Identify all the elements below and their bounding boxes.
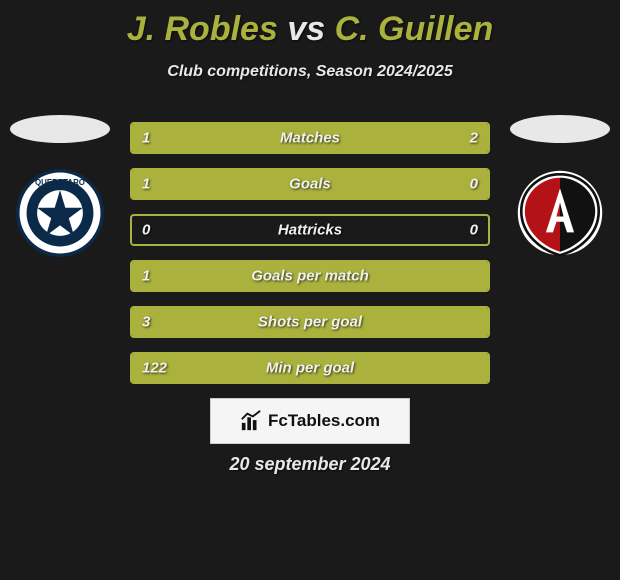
bar-value-left: 0 bbox=[142, 222, 150, 239]
subtitle: Club competitions, Season 2024/2025 bbox=[0, 63, 620, 81]
stat-row: 0 0 Hattricks bbox=[130, 214, 490, 246]
bar-label: Goals per match bbox=[251, 268, 369, 285]
player2-oval bbox=[510, 115, 610, 143]
bar-value-left: 1 bbox=[142, 268, 150, 285]
bar-label: Hattricks bbox=[278, 222, 342, 239]
player1-logo-block: QUERETARO bbox=[10, 115, 110, 257]
stat-row: 1 Goals per match bbox=[130, 260, 490, 292]
comparison-title: J. Robles vs C. Guillen bbox=[0, 0, 620, 49]
svg-text:QUERETARO: QUERETARO bbox=[35, 178, 85, 187]
brand-chart-icon bbox=[240, 410, 262, 432]
bar-label: Min per goal bbox=[266, 360, 354, 377]
bar-value-left: 1 bbox=[142, 130, 150, 147]
bar-value-right: 0 bbox=[470, 222, 478, 239]
bar-value-left: 3 bbox=[142, 314, 150, 331]
bar-value-right: 2 bbox=[470, 130, 478, 147]
stat-row: 122 Min per goal bbox=[130, 352, 490, 384]
stat-bars: 1 2 Matches 1 0 Goals 0 0 Hattricks 1 Goals per ma… bbox=[130, 122, 490, 398]
brand-box: FcTables.com bbox=[210, 398, 410, 444]
stat-row: 1 0 Goals bbox=[130, 168, 490, 200]
atlas-crest bbox=[516, 169, 604, 257]
player2-name: C. Guillen bbox=[335, 10, 494, 48]
bar-value-left: 122 bbox=[142, 360, 167, 377]
vs-text: vs bbox=[287, 10, 325, 48]
date-text: 20 september 2024 bbox=[0, 454, 620, 475]
stat-row: 1 2 Matches bbox=[130, 122, 490, 154]
stat-row: 3 Shots per goal bbox=[130, 306, 490, 338]
bar-fill-left bbox=[132, 170, 399, 198]
bar-label: Matches bbox=[280, 130, 340, 147]
bar-label: Shots per goal bbox=[258, 314, 362, 331]
bar-value-left: 1 bbox=[142, 176, 150, 193]
player1-name: J. Robles bbox=[127, 10, 278, 48]
brand-text: FcTables.com bbox=[268, 411, 380, 431]
player1-oval bbox=[10, 115, 110, 143]
bar-value-right: 0 bbox=[470, 176, 478, 193]
bar-label: Goals bbox=[289, 176, 331, 193]
queretaro-crest: QUERETARO bbox=[16, 169, 104, 257]
player2-logo-block bbox=[510, 115, 610, 257]
